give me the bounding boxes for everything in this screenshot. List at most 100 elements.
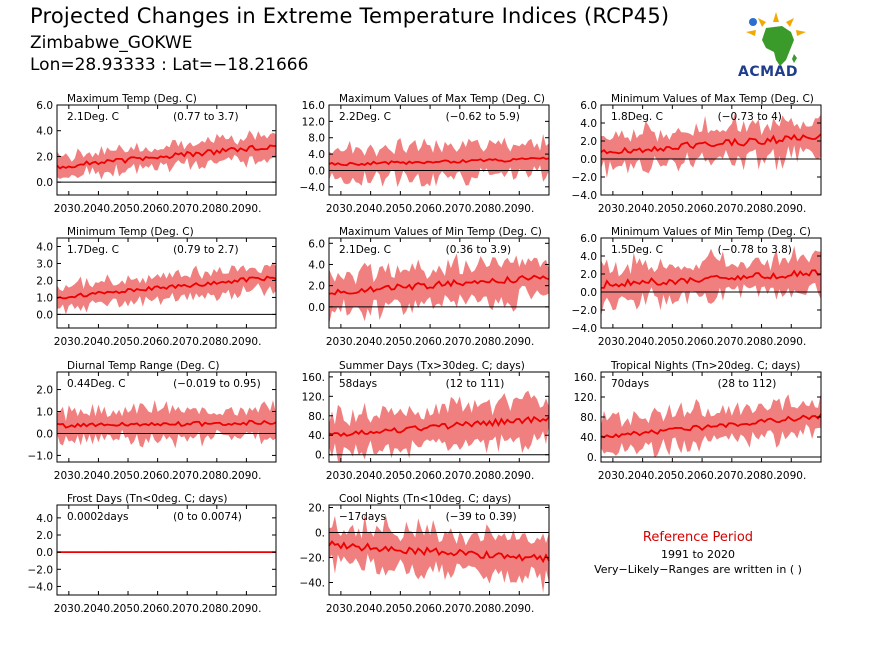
y-tick-label: 0. — [315, 450, 325, 462]
y-tick-label: 2.0 — [308, 281, 325, 293]
mean-value-label: −17days — [339, 511, 386, 523]
y-tick-label: 1.0 — [36, 407, 53, 419]
x-tick-label: 2050. — [113, 603, 143, 615]
range-label: (0.77 to 3.7) — [173, 111, 239, 123]
x-tick-label: 2050. — [657, 203, 687, 215]
x-tick-label: 2030. — [598, 336, 628, 348]
chart-panel: 0.0 1.0 2.0 3.0 4.0 2030. 2040. 2050. 2060. 2070.… — [36, 226, 277, 348]
y-tick-label: 1.0 — [36, 292, 53, 304]
africa-map-icon — [762, 26, 794, 66]
chart-title: Frost Days (Tn<0deg. C; days) — [67, 493, 227, 505]
x-tick-label: 2050. — [385, 470, 415, 482]
y-tick-label: 2.0 — [36, 530, 53, 542]
mean-line — [328, 156, 550, 167]
x-tick-label: 2070. — [717, 470, 747, 482]
x-tick-label: 2040. — [356, 336, 386, 348]
mean-line — [600, 133, 822, 155]
chart-title: Maximum Values of Max Temp (Deg. C) — [339, 93, 545, 105]
x-tick-label: 2060. — [143, 603, 173, 615]
acmad-logo-icon — [746, 12, 806, 66]
x-tick-label: 2070. — [445, 203, 475, 215]
x-tick-label: 2030. — [54, 203, 84, 215]
x-tick-label: 2050. — [657, 470, 687, 482]
chart-title: Minimum Values of Min Temp (Deg. C) — [611, 226, 811, 238]
y-tick-label: 0.0 — [308, 302, 325, 314]
uncertainty-band — [329, 134, 549, 188]
y-tick-label: −4.0 — [572, 190, 598, 202]
x-tick-label: 2040. — [628, 336, 658, 348]
reference-period-years: 1991 to 2020 — [660, 548, 736, 561]
x-tick-label: 2070. — [172, 203, 202, 215]
x-tick-label: 2080. — [202, 603, 232, 615]
mean-value-label: 2.2Deg. C — [339, 111, 391, 123]
y-tick-label: 160. — [574, 372, 597, 384]
reference-note: Reference Period 1991 to 2020 Very−Likel… — [578, 530, 818, 576]
x-tick-label: 2030. — [54, 603, 84, 615]
mean-line — [56, 144, 277, 170]
logo-text: ACMAD — [738, 64, 798, 80]
chart-panel: −4.0 −2.0 0.0 2.0 4.0 6.0 2030. 2040. 2050. 2060.… — [572, 93, 822, 215]
x-tick-label: 2080. — [747, 470, 777, 482]
x-tick-label: 2090. — [231, 203, 261, 215]
uncertainty-band — [57, 130, 276, 180]
range-label: (−39 to 0.39) — [446, 511, 517, 523]
y-tick-label: 0.0 — [36, 428, 53, 440]
plot-frame — [328, 237, 550, 329]
range-label: (0 to 0.0074) — [173, 511, 242, 523]
x-tick-label: 2060. — [687, 203, 717, 215]
y-tick-label: 0. — [315, 528, 325, 540]
x-tick-label: 2040. — [356, 470, 386, 482]
x-tick-label: 2090. — [504, 336, 534, 348]
y-tick-label: 0.0 — [308, 165, 325, 177]
y-tick-label: 4.0 — [36, 126, 53, 138]
x-tick-label: 2070. — [445, 470, 475, 482]
chart-panel: −4.0 −2.0 0.0 2.0 4.0 2030. 2040. 2050. 2060. 207… — [28, 493, 277, 615]
x-tick-label: 2060. — [143, 336, 173, 348]
y-tick-label: 4.0 — [308, 149, 325, 161]
range-label: (0.79 to 2.7) — [173, 244, 239, 256]
x-tick-label: 2090. — [231, 336, 261, 348]
x-tick-label: 2060. — [415, 336, 445, 348]
coordinates-label: Lon=28.93333 : Lat=−18.21666 — [30, 55, 309, 75]
chart-panel: −4.0 −2.0 0.0 2.0 4.0 6.0 2030. 2040. 2050. 2060.… — [572, 226, 822, 348]
x-tick-label: 2050. — [113, 470, 143, 482]
x-tick-label: 2060. — [415, 470, 445, 482]
y-tick-label: 6.0 — [36, 100, 53, 112]
range-label: (−0.019 to 0.95) — [173, 378, 261, 390]
mean-value-label: 2.1Deg. C — [67, 111, 119, 123]
y-tick-label: 40. — [580, 432, 597, 444]
mean-value-label: 1.7Deg. C — [67, 244, 119, 256]
header: Projected Changes in Extreme Temperature… — [0, 0, 879, 90]
y-tick-label: 120. — [574, 392, 597, 404]
x-tick-label: 2080. — [475, 603, 505, 615]
y-tick-label: 8.0 — [308, 133, 325, 145]
x-tick-label: 2030. — [598, 203, 628, 215]
x-tick-label: 2080. — [747, 336, 777, 348]
y-tick-label: 0.0 — [36, 177, 53, 189]
y-tick-label: 6.0 — [580, 100, 597, 112]
x-tick-label: 2080. — [202, 470, 232, 482]
uncertainty-band — [601, 392, 821, 458]
x-tick-label: 2040. — [356, 603, 386, 615]
mean-value-label: 58days — [339, 378, 377, 390]
x-tick-label: 2060. — [687, 336, 717, 348]
x-tick-label: 2030. — [326, 603, 356, 615]
range-label: (−0.62 to 5.9) — [446, 111, 520, 123]
x-tick-label: 2060. — [143, 470, 173, 482]
x-tick-label: 2060. — [415, 203, 445, 215]
chart-panel: 0. 40. 80. 120. 160. 2030. 2040. 2050. 2060. 2070… — [574, 360, 822, 482]
y-tick-label: 16.0 — [302, 100, 325, 112]
y-tick-label: 20. — [308, 503, 325, 515]
y-tick-label: 6.0 — [308, 238, 325, 250]
chart-panel: 0.0 2.0 4.0 6.0 2030. 2040. 2050. 2060. 2070. 208… — [36, 93, 277, 215]
y-tick-label: 12.0 — [302, 116, 325, 128]
y-tick-label: 0.0 — [36, 309, 53, 321]
plot-frame — [600, 104, 822, 196]
plot-frame — [328, 371, 550, 463]
plot-frame — [600, 237, 822, 329]
y-tick-label: 2.0 — [36, 385, 53, 397]
chart-title: Maximum Values of Min Temp (Deg. C) — [339, 226, 542, 238]
y-tick-label: −4.0 — [572, 323, 598, 335]
x-tick-label: 2060. — [687, 470, 717, 482]
